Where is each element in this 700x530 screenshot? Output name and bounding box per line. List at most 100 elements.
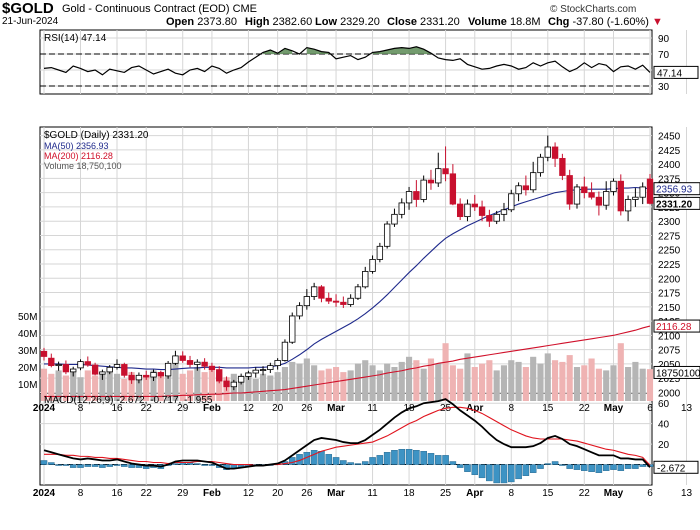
high-label: High: [245, 16, 270, 28]
candle-body: [588, 192, 595, 198]
price-tick-label: 2050: [658, 360, 681, 371]
macd-histogram-bar: [529, 464, 537, 473]
macd-histogram-bar: [172, 463, 179, 465]
volume-last-value-box: [653, 365, 700, 379]
rsi-last-value-box: [653, 65, 699, 79]
volume-bar: [588, 358, 595, 401]
price-tick-label: 2400: [658, 160, 681, 171]
macd-histogram-bar: [376, 455, 384, 465]
candle-body: [427, 179, 435, 184]
candle-body: [515, 185, 522, 195]
macd-histogram-bar: [632, 464, 639, 469]
macd-histogram-bar: [559, 464, 566, 466]
price-tick-label: 2375: [658, 174, 681, 185]
ma50-last-value: 2356.93: [656, 185, 693, 196]
macd-histogram-bar: [486, 464, 493, 482]
volume-tick-label: 20M: [18, 363, 37, 374]
macd-histogram-bar: [361, 461, 369, 465]
macd-tick-label: 60: [658, 399, 670, 410]
macd-histogram-bar: [639, 464, 646, 467]
volume-bar: [413, 360, 420, 401]
candle-body: [252, 369, 259, 374]
ma200-last-value: 2116.28: [656, 322, 692, 333]
candle-body: [639, 186, 646, 198]
candle-body: [289, 315, 296, 343]
x-tick-label-top: 11: [367, 403, 378, 414]
macd-histogram-bar: [62, 464, 70, 466]
candle-body: [603, 191, 610, 206]
volume-bar: [92, 375, 99, 401]
macd-histogram-bar: [398, 449, 406, 465]
low-stat: Low 2329.20: [315, 16, 380, 28]
volume-bar: [150, 370, 157, 401]
volume-bar: [376, 370, 383, 401]
candle-body: [340, 301, 347, 305]
macd-histogram-bar: [391, 450, 398, 465]
volume-bar: [252, 378, 259, 401]
x-tick-label-bottom: Mar: [327, 488, 345, 499]
candle-body: [77, 361, 84, 369]
x-tick-label-bottom: 8: [78, 488, 84, 499]
volume-bar: [479, 363, 486, 401]
x-tick-label-bottom: 8: [508, 488, 514, 499]
volume-bar: [143, 377, 150, 401]
volume-bar: [552, 360, 559, 401]
candle-body: [325, 297, 332, 302]
candle-body: [143, 374, 150, 378]
candle-body: [391, 213, 398, 225]
price-legend: $GOLD (Daily) 2331.20: [44, 130, 149, 141]
ma50-last-value-box: [653, 182, 700, 196]
volume-bar: [318, 370, 325, 401]
volume-bar: [40, 368, 48, 401]
candle-body: [157, 372, 164, 377]
candle-body: [40, 350, 48, 357]
candle-body: [106, 366, 113, 373]
candle-body: [91, 364, 99, 375]
macd-histogram-bar: [48, 462, 55, 465]
candle-body: [435, 168, 442, 184]
rsi-line: [43, 46, 651, 76]
volume-bar: [573, 367, 581, 401]
volume-bar: [449, 365, 456, 401]
x-tick-label-bottom: 25: [440, 488, 452, 499]
macd-histogram-bar: [434, 455, 442, 465]
macd-histogram-bar: [581, 464, 588, 471]
candle-body: [624, 199, 632, 212]
candle-body: [332, 300, 340, 303]
ma50-legend: MA(50) 2356.93: [44, 141, 109, 151]
candle-body: [369, 259, 376, 272]
macd-histogram-bar: [595, 464, 603, 473]
volume-bar: [267, 375, 274, 401]
volume-bar: [625, 367, 632, 401]
candle-body: [310, 286, 318, 297]
macd-histogram-bar: [354, 463, 362, 465]
macd-histogram-bar: [383, 452, 391, 465]
candle-body: [281, 341, 289, 361]
x-tick-label-top: Mar: [327, 403, 345, 414]
volume-bar: [289, 361, 296, 401]
macd-histogram-bar: [332, 457, 340, 465]
x-tick-label-top: 8: [508, 403, 514, 414]
candle-body: [99, 371, 106, 375]
candle-body: [303, 296, 311, 307]
x-tick-label-top: 8: [78, 403, 84, 414]
open-value: 2373.80: [197, 16, 237, 28]
candle-body: [530, 172, 537, 191]
volume-bar: [457, 368, 464, 401]
price-tick-label: 2450: [658, 132, 681, 143]
macd-histogram-bar: [573, 464, 581, 470]
volume-legend: Volume 18,750,100: [44, 161, 122, 171]
candle-body: [245, 372, 252, 377]
volume-bar: [632, 361, 639, 401]
x-tick-label-top: 22: [579, 403, 591, 414]
volume-bar: [84, 370, 91, 401]
volume-tick-label: 10M: [18, 380, 37, 391]
candle-body: [449, 173, 457, 205]
macd-last-value-box: [653, 460, 699, 474]
macd-histogram-bar: [551, 461, 559, 465]
price-tick-label: 2225: [658, 260, 681, 271]
candle-body: [70, 368, 77, 373]
volume-label: Volume: [468, 16, 507, 28]
candle-body: [48, 357, 55, 367]
volume-bar: [471, 367, 478, 401]
